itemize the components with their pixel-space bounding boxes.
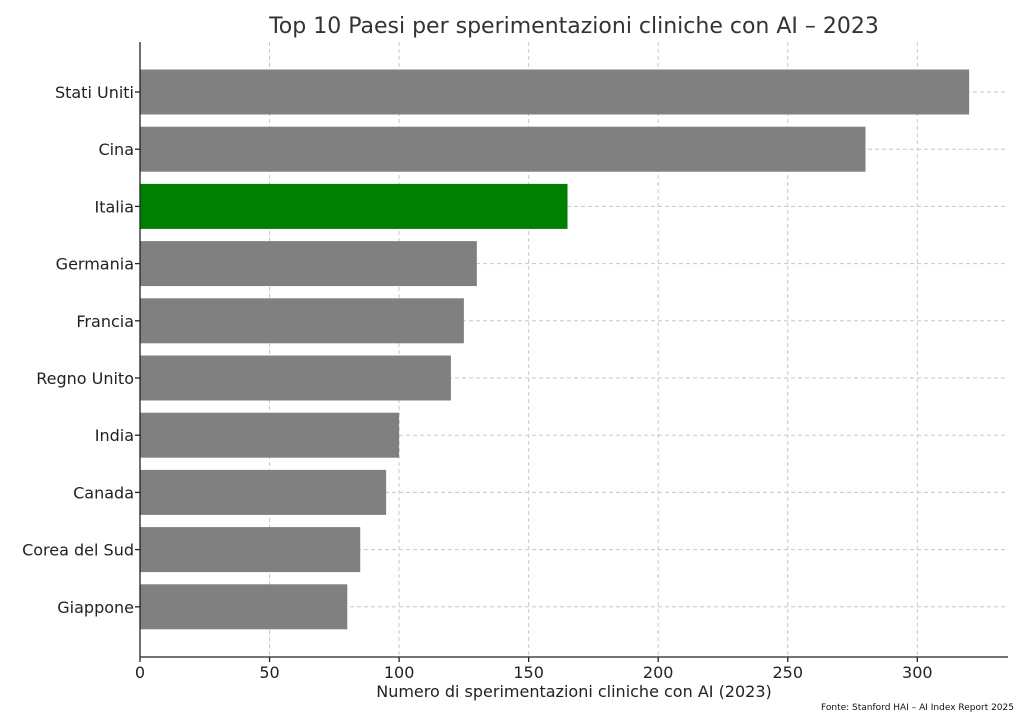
y-tick-label: Germania: [56, 255, 134, 274]
bar-francia: [140, 298, 464, 344]
axes: [139, 42, 1008, 658]
bars: [140, 69, 970, 630]
bar-germania: [140, 241, 477, 287]
y-tick-label: Regno Unito: [36, 369, 134, 388]
bar-regno-unito: [140, 355, 451, 401]
y-tick-label: Giappone: [57, 598, 134, 617]
source-note: Fonte: Stanford HAI – AI Index Report 20…: [821, 703, 1014, 713]
y-tick-label: Italia: [95, 197, 135, 216]
x-tick-label: 200: [643, 663, 674, 682]
x-tick-label: 150: [513, 663, 544, 682]
x-tick-labels: 0 50 100 150 200 250 300: [135, 657, 933, 682]
y-tick-labels: Stati Uniti Cina Italia Germania Francia Regn…: [22, 83, 140, 617]
bar-corea-del-sud: [140, 527, 361, 573]
x-axis-label: Numero di sperimentazioni cliniche con A…: [376, 682, 772, 701]
x-tick-label: 250: [772, 663, 803, 682]
x-tick-label: 100: [384, 663, 415, 682]
x-tick-label: 300: [902, 663, 933, 682]
y-tick-label: Francia: [76, 312, 134, 331]
chart-title: Top 10 Paesi per sperimentazioni clinich…: [268, 14, 879, 39]
y-tick-label: Stati Uniti: [55, 83, 134, 102]
x-tick-label: 50: [259, 663, 279, 682]
bar-giappone: [140, 584, 348, 630]
bar-india: [140, 412, 400, 458]
bar-canada: [140, 469, 387, 515]
x-tick-label: 0: [135, 663, 145, 682]
bar-stati-uniti: [140, 69, 970, 115]
y-tick-label: India: [95, 426, 134, 445]
bar-cina: [140, 126, 866, 172]
y-tick-label: Cina: [98, 140, 134, 159]
bar-italia: [140, 183, 568, 229]
y-tick-label: Corea del Sud: [22, 541, 134, 560]
y-tick-label: Canada: [73, 483, 134, 502]
